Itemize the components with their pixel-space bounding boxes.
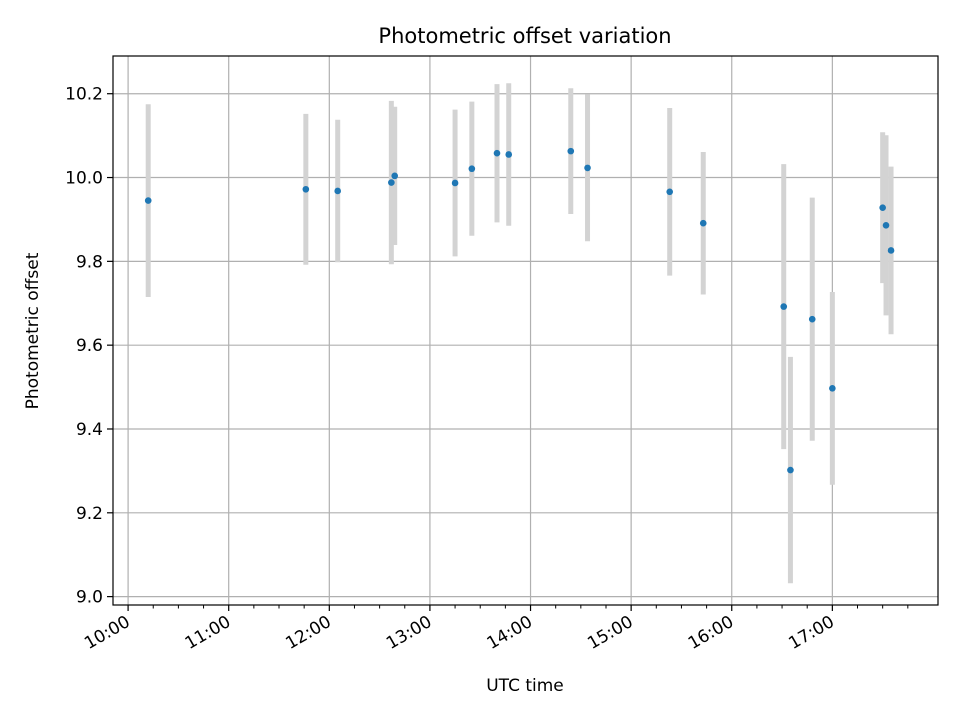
data-point — [144, 197, 152, 204]
y-axis-label: Photometric offset — [23, 252, 43, 409]
y-tick-label: 10.0 — [65, 169, 103, 189]
data-point — [391, 172, 399, 180]
grid — [113, 56, 938, 605]
y-tick-label: 9.0 — [76, 588, 103, 608]
plot-frame — [112, 55, 939, 606]
data-point — [787, 466, 794, 474]
data-point — [666, 188, 674, 196]
y-axis: 9.0 9.2 9.4 9.6 9.8 10.0 10.2 — [65, 85, 113, 608]
data-point — [468, 165, 476, 173]
data-point — [505, 151, 513, 158]
y-tick-label: 9.4 — [76, 420, 103, 440]
y-tick-label: 10.2 — [65, 85, 103, 105]
chart-title: Photometric offset variation — [378, 24, 671, 48]
y-tick-label: 9.6 — [76, 336, 103, 356]
data-point — [829, 385, 836, 392]
data-points — [144, 147, 895, 474]
x-axis-label: UTC time — [486, 676, 564, 696]
y-tick-label: 9.8 — [76, 252, 103, 272]
data-point — [567, 147, 575, 155]
data-point — [699, 219, 707, 227]
data-point — [388, 179, 395, 186]
y-tick-label: 9.2 — [76, 504, 103, 524]
data-point — [493, 149, 501, 157]
data-point — [451, 179, 459, 187]
data-point — [882, 222, 890, 229]
data-point — [302, 185, 310, 193]
data-point — [887, 247, 895, 254]
data-point — [780, 303, 788, 310]
data-point — [584, 164, 591, 172]
data-point — [808, 315, 816, 323]
data-point — [334, 187, 341, 195]
data-point — [879, 204, 886, 212]
